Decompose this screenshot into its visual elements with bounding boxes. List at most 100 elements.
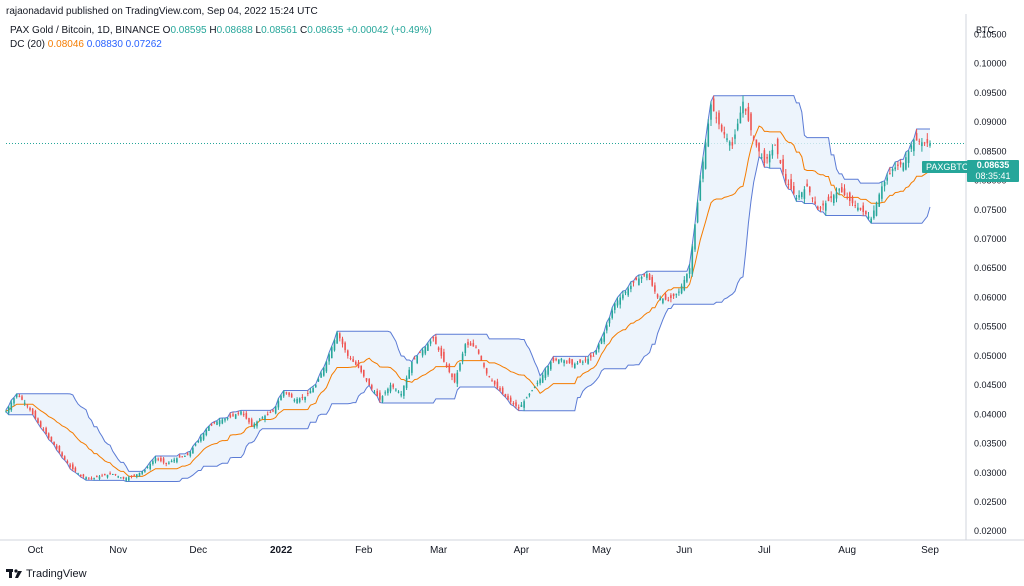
candle[interactable] xyxy=(18,393,21,398)
candle[interactable] xyxy=(782,154,784,176)
candle[interactable] xyxy=(298,397,301,404)
candle[interactable] xyxy=(509,395,512,405)
candle[interactable] xyxy=(304,396,306,403)
candle[interactable] xyxy=(149,462,151,471)
candle[interactable] xyxy=(504,393,507,398)
candle[interactable] xyxy=(69,462,71,469)
candle[interactable] xyxy=(779,159,782,164)
candle[interactable] xyxy=(659,295,661,301)
candle[interactable] xyxy=(525,396,528,399)
candle[interactable] xyxy=(234,413,237,420)
candle[interactable] xyxy=(771,144,774,159)
candle[interactable] xyxy=(691,244,694,277)
candle[interactable] xyxy=(154,456,157,464)
candle[interactable] xyxy=(237,411,240,416)
candle[interactable] xyxy=(819,206,822,212)
candle[interactable] xyxy=(347,349,349,359)
candle[interactable] xyxy=(798,190,800,200)
candle[interactable] xyxy=(923,141,926,146)
candle[interactable] xyxy=(528,393,531,398)
candle[interactable] xyxy=(574,362,576,369)
candle[interactable] xyxy=(921,138,923,152)
candle[interactable] xyxy=(501,386,504,395)
candle[interactable] xyxy=(253,422,256,429)
candle[interactable] xyxy=(200,434,202,443)
candle[interactable] xyxy=(429,338,432,347)
candle[interactable] xyxy=(413,356,416,360)
candle[interactable] xyxy=(363,369,365,378)
candle[interactable] xyxy=(499,386,501,392)
candle[interactable] xyxy=(371,383,373,391)
candle[interactable] xyxy=(133,474,135,477)
candle[interactable] xyxy=(878,192,880,207)
candle[interactable] xyxy=(651,274,653,287)
candle[interactable] xyxy=(814,196,816,205)
candle[interactable] xyxy=(624,290,627,296)
candle[interactable] xyxy=(320,371,322,378)
candle[interactable] xyxy=(755,139,758,148)
candle[interactable] xyxy=(619,294,621,309)
candle[interactable] xyxy=(213,421,216,425)
candle[interactable] xyxy=(702,156,704,183)
candle[interactable] xyxy=(611,307,613,320)
candle[interactable] xyxy=(699,175,702,201)
candle[interactable] xyxy=(595,350,597,355)
candle[interactable] xyxy=(331,345,333,359)
candle[interactable] xyxy=(445,362,448,368)
candle[interactable] xyxy=(125,476,127,482)
candle[interactable] xyxy=(672,293,675,299)
candle[interactable] xyxy=(128,475,130,482)
candle[interactable] xyxy=(723,126,726,139)
candle[interactable] xyxy=(85,476,87,481)
candle[interactable] xyxy=(846,192,848,200)
candle[interactable] xyxy=(493,380,496,387)
candle[interactable] xyxy=(88,477,90,480)
candle[interactable] xyxy=(897,161,899,170)
candle[interactable] xyxy=(173,457,175,463)
candle[interactable] xyxy=(686,273,688,284)
candle[interactable] xyxy=(592,352,595,357)
candle[interactable] xyxy=(400,390,402,398)
candle[interactable] xyxy=(448,363,451,374)
candle[interactable] xyxy=(865,210,867,216)
candle[interactable] xyxy=(614,302,616,314)
candle[interactable] xyxy=(184,455,186,457)
candle[interactable] xyxy=(491,378,493,382)
candle[interactable] xyxy=(360,365,362,374)
footer-brand[interactable]: TradingView xyxy=(6,568,87,580)
candle[interactable] xyxy=(250,417,253,427)
candle[interactable] xyxy=(288,392,290,398)
candle[interactable] xyxy=(704,138,707,170)
candle[interactable] xyxy=(539,377,541,386)
candle[interactable] xyxy=(47,432,50,440)
candle[interactable] xyxy=(606,322,608,334)
candle[interactable] xyxy=(531,389,533,392)
candle[interactable] xyxy=(536,380,539,387)
candle[interactable] xyxy=(296,397,298,404)
candle[interactable] xyxy=(98,475,101,481)
candle[interactable] xyxy=(194,442,197,447)
candle[interactable] xyxy=(851,195,854,207)
candle[interactable] xyxy=(373,390,376,394)
candle[interactable] xyxy=(405,375,408,391)
candle[interactable] xyxy=(544,367,547,381)
candle[interactable] xyxy=(336,331,338,344)
candle[interactable] xyxy=(664,292,667,301)
candle[interactable] xyxy=(825,200,827,216)
candle[interactable] xyxy=(90,476,93,480)
candle[interactable] xyxy=(582,360,584,366)
candle[interactable] xyxy=(635,276,637,281)
candle[interactable] xyxy=(72,462,74,471)
candle[interactable] xyxy=(744,108,747,115)
candle[interactable] xyxy=(515,399,517,409)
candle[interactable] xyxy=(520,402,523,407)
candle[interactable] xyxy=(630,281,632,293)
candle[interactable] xyxy=(226,417,229,421)
candle[interactable] xyxy=(45,426,47,435)
candle[interactable] xyxy=(894,161,896,172)
candle[interactable] xyxy=(144,469,146,473)
candle[interactable] xyxy=(317,377,320,382)
candle[interactable] xyxy=(752,135,755,141)
candle[interactable] xyxy=(242,411,245,417)
